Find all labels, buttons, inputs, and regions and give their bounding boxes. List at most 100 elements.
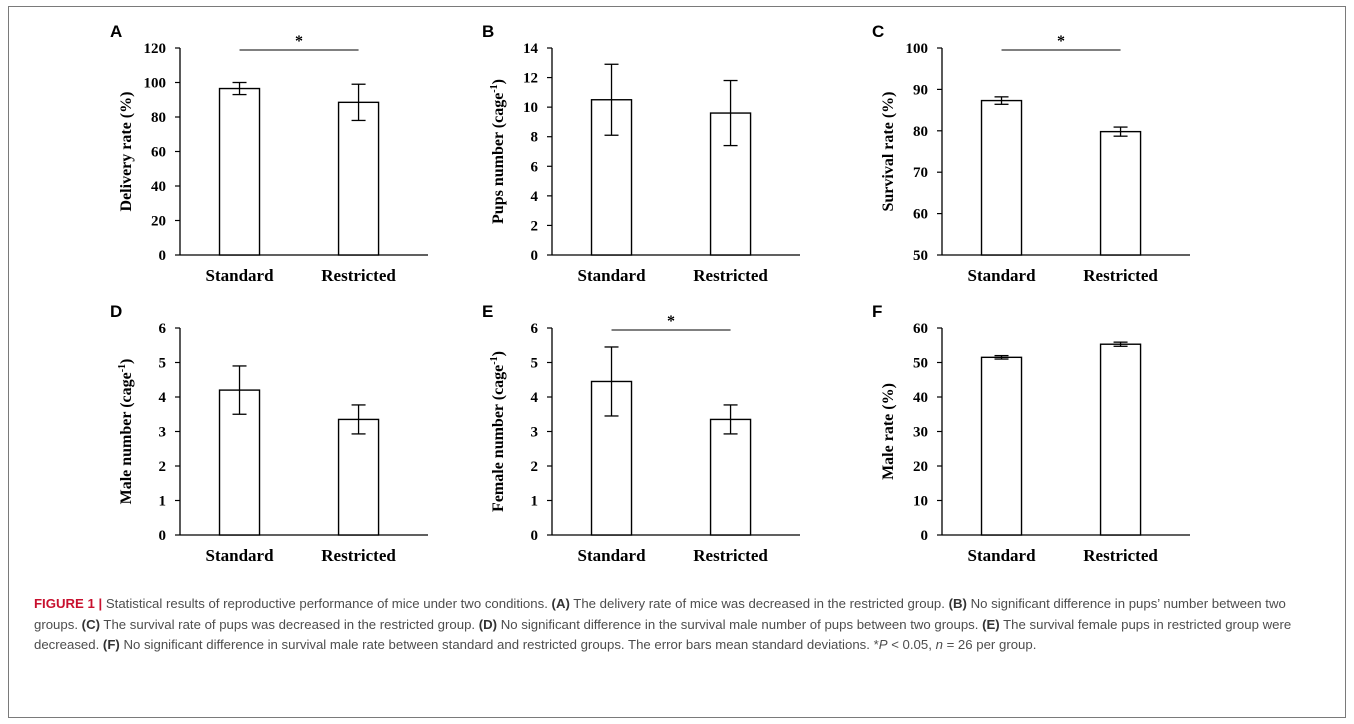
significance-marker: * [1057, 33, 1065, 50]
y-tick-label: 2 [531, 459, 539, 475]
caption-text-a: The delivery rate of mice was decreased … [573, 596, 945, 611]
chart-panel-d: 0 1 2 3 4 5 6 Male number (cage-1) Standard Restr… [117, 321, 428, 565]
y-tick-label: 70 [913, 165, 928, 181]
bar-standard [980, 99, 1023, 256]
y-tick-label: 80 [913, 124, 928, 140]
significance-marker: * [295, 33, 303, 50]
y-tick-label: 6 [159, 321, 167, 337]
figure-label: FIGURE 1 [34, 596, 95, 611]
panel-letter: C [872, 22, 885, 41]
y-tick-label: 50 [913, 356, 928, 372]
y-tick-label: 3 [159, 425, 167, 441]
panel-f: F 0 10 20 30 40 50 60 Male rate (%) Standard Rest… [872, 302, 1232, 572]
y-tick-label: 0 [531, 528, 539, 544]
chart-panel-b: 0 2 4 6 8 10 12 14 Pups number (cage-1) Standard R… [489, 41, 800, 285]
y-tick-label: 5 [531, 356, 539, 372]
y-tick-label: 20 [913, 459, 928, 475]
panel-a: A 0 20 40 60 80 100 120 Delivery rate (%) Standa… [110, 22, 470, 292]
x-tick-label: Standard [206, 546, 275, 565]
y-tick-label: 4 [531, 390, 539, 406]
bar-restricted [337, 418, 380, 536]
y-axis-title: Delivery rate (%) [118, 92, 135, 212]
y-tick-label: 0 [159, 528, 167, 544]
y-axis-title: Pups number (cage-1) [489, 79, 507, 224]
panel-letter: A [110, 22, 123, 41]
caption-text-f: No significant difference in survival ma… [123, 637, 870, 652]
x-tick-label: Restricted [693, 266, 768, 285]
caption-tag-a: (A) [551, 596, 570, 611]
caption-text-c: The survival rate of pups was decreased … [103, 616, 476, 632]
y-tick-label: 12 [523, 71, 538, 87]
bar-restricted [709, 418, 752, 536]
y-tick-label: 0 [921, 528, 929, 544]
chart-panel-e: 0 1 2 3 4 5 6 Female number (cage-1) Standard Res… [489, 313, 800, 565]
y-tick-label: 1 [159, 494, 167, 510]
caption-stat-p: P [878, 637, 888, 652]
caption-tag-c: (C) [81, 616, 100, 632]
y-tick-label: 60 [913, 207, 928, 223]
y-tick-label: 0 [531, 248, 539, 264]
bar-standard [980, 356, 1023, 536]
y-tick-label: 2 [159, 459, 167, 475]
bar-restricted [1099, 130, 1142, 256]
significance-marker: * [667, 313, 675, 330]
x-tick-label: Standard [968, 546, 1037, 565]
y-axis-title: Male rate (%) [880, 383, 897, 480]
y-axis-title-close: ) [490, 79, 507, 84]
caption-tag-e: (E) [982, 616, 1000, 632]
y-tick-label: 50 [913, 248, 928, 264]
y-tick-label: 30 [913, 425, 928, 441]
x-tick-label: Standard [968, 266, 1037, 285]
y-tick-label: 10 [523, 100, 538, 116]
caption-text-d: No significant difference in the surviva… [500, 616, 979, 632]
caption-separator: | [98, 596, 103, 611]
bar-restricted [337, 101, 380, 256]
y-axis-title-superscript: -1 [117, 364, 128, 372]
x-tick-label: Restricted [1083, 266, 1158, 285]
y-tick-label: 40 [151, 179, 166, 195]
y-tick-label: 60 [913, 321, 928, 337]
x-tick-label: Standard [578, 546, 647, 565]
y-axis-title-superscript: -1 [489, 356, 500, 364]
x-tick-label: Standard [578, 266, 647, 285]
panel-letter: F [872, 302, 883, 321]
y-axis-title-close: ) [118, 359, 135, 364]
y-tick-label: 20 [151, 214, 166, 230]
panel-e: E 0 1 2 3 4 5 6 Female number (cage-1) Standard R… [482, 302, 842, 572]
y-tick-label: 90 [913, 82, 928, 98]
chart-panel-a: 0 20 40 60 80 100 120 Delivery rate (%) Standard… [118, 33, 428, 285]
caption-text-b: No significant difference in pups’ numbe… [34, 596, 1286, 632]
bar-restricted [1099, 343, 1142, 536]
y-tick-label: 1 [531, 494, 539, 510]
caption-intro: Statistical results of reproductive perf… [105, 596, 548, 611]
y-tick-label: 40 [913, 390, 928, 406]
y-axis-title: Female number (cage-1) [489, 351, 507, 512]
x-tick-label: Restricted [693, 546, 768, 565]
y-axis-title: Survival rate (%) [880, 92, 897, 212]
y-tick-label: 6 [531, 321, 539, 337]
panel-c: C 50 60 70 80 90 100 Survival rate (%) Standard… [872, 22, 1232, 292]
y-tick-label: 100 [906, 41, 929, 57]
bar-standard [218, 87, 261, 256]
y-tick-label: 0 [159, 248, 167, 264]
y-axis-title: Male number (cage-1) [117, 359, 135, 505]
y-tick-label: 6 [531, 159, 539, 175]
y-tick-label: 120 [144, 41, 167, 57]
x-tick-label: Standard [206, 266, 275, 285]
y-tick-label: 10 [913, 494, 928, 510]
y-axis-title-superscript: -1 [489, 84, 500, 92]
figure-caption: FIGURE 1 | Statistical results of reprod… [34, 594, 1324, 656]
caption-stat-n: n [935, 637, 943, 652]
caption-stat-p-rest: < 0.05, [887, 637, 936, 652]
panel-letter: D [110, 302, 123, 321]
y-tick-label: 4 [531, 189, 539, 205]
y-tick-label: 80 [151, 110, 166, 126]
caption-stat-star: * [873, 637, 879, 652]
x-tick-label: Restricted [321, 546, 396, 565]
chart-panel-c: 50 60 70 80 90 100 Survival rate (%) Standard Re… [880, 33, 1190, 285]
y-tick-label: 8 [531, 130, 539, 146]
panel-d: D 0 1 2 3 4 5 6 Male number (cage-1) Standard Res… [110, 302, 470, 572]
x-tick-label: Restricted [321, 266, 396, 285]
y-axis-title-close: ) [490, 351, 507, 356]
panel-letter: E [482, 302, 494, 321]
